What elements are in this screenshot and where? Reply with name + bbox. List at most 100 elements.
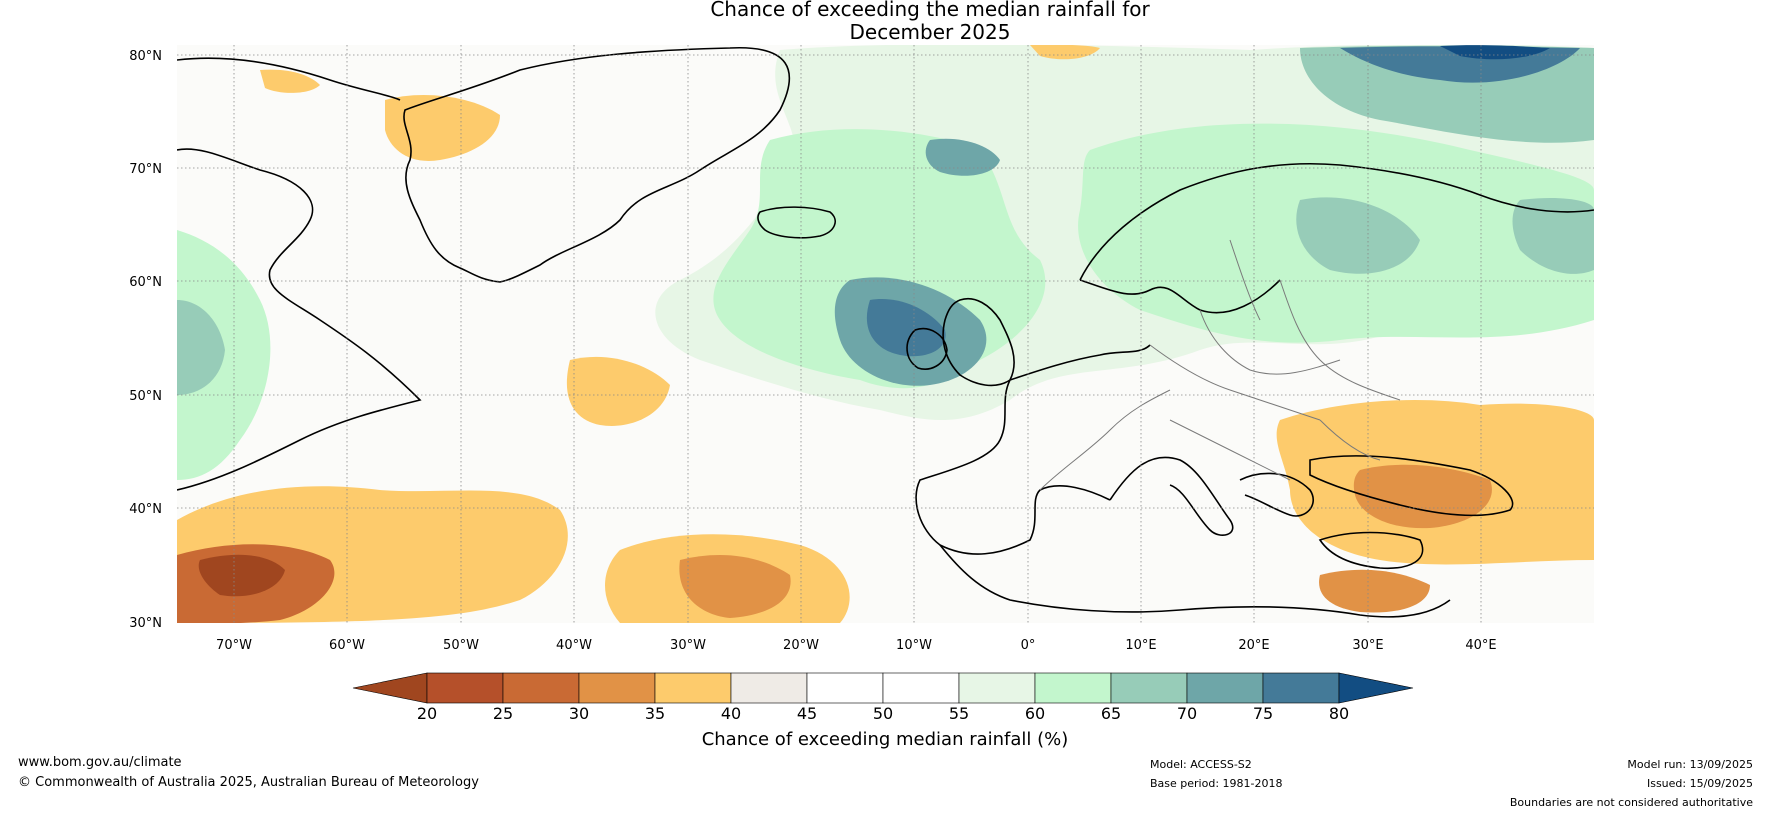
turkey-darker-zone [1353,464,1492,529]
finland-teal-zone [1296,197,1420,274]
greenland-coast [403,47,791,283]
lon-label-10e: 10°E [1125,638,1156,653]
colorbar-segment [1034,672,1112,704]
russia-teal-zone [1512,198,1594,274]
dry-regions [177,45,1594,623]
colorbar-tick-label: 65 [1101,704,1121,723]
issued-text: Issued: 15/09/2025 [1646,777,1753,790]
colorbar-tick-label: 45 [797,704,817,723]
lon-label-40w: 40°W [556,638,592,653]
colorbar-segment [1186,672,1264,704]
eastern-med-dry-zone [1319,569,1430,613]
italy-coast [1109,456,1234,536]
border-ukraine [1319,419,1381,461]
border-france-germany [1039,389,1171,491]
longitude-labels: 70°W 60°W 50°W 40°W 30°W 20°W 10°W 0° 10… [216,638,1497,653]
colorbar-segment [426,672,504,704]
lon-label-30e: 30°E [1352,638,1383,653]
arctic-dry-zone [1030,45,1100,60]
colorbar-segment [654,672,732,704]
lon-label-30w: 30°W [670,638,706,653]
model-run-text: Model run: 13/09/2025 [1627,758,1753,771]
lon-label-0: 0° [1021,638,1036,653]
colorbar-tick-label: 25 [493,704,513,723]
title-line-2: December 2025 [849,20,1011,44]
footer-run-info: Model run: 13/09/2025 Issued: 15/09/2025… [1510,755,1753,812]
lat-label-80n: 80°N [129,49,162,64]
coastlines [177,47,1594,618]
lon-label-70w: 70°W [216,638,252,653]
arctic-canada-coast [177,57,401,101]
colorbar-label: Chance of exceeding median rainfall (%) [702,729,1069,750]
border-scandinavia [1229,239,1261,321]
mid-atlantic-dry-zone [566,356,670,426]
black-sea-coast [1309,455,1514,517]
lon-label-10w: 10°W [896,638,932,653]
barents-dark-blue-zone [1440,45,1550,60]
colorbar: 20 25 30 35 40 45 50 55 60 65 70 75 80 [352,672,1414,723]
colorbar-tick-label: 50 [873,704,893,723]
colorbar-tick-label: 35 [645,704,665,723]
border-baltics [1199,309,1341,375]
colorbar-segment [730,672,808,704]
title-line-1: Chance of exceeding the median rainfall … [710,0,1150,21]
colorbar-tick-label: 80 [1329,704,1349,723]
colorbar-segment [502,672,580,704]
map-panel [177,45,1594,623]
scandinavia-coast [1079,162,1594,281]
colorbar-tick-label: 20 [417,704,437,723]
colorbar-extend-low [352,672,428,704]
colorbar-segment [1262,672,1340,704]
labrador-teal-zone [177,300,225,395]
turkey-south-coast [1318,531,1424,570]
baltic-coast [1079,279,1281,314]
lon-label-50w: 50°W [443,638,479,653]
greece-coast [1239,472,1314,517]
border-belarus [1279,279,1401,401]
wet-regions [177,45,1594,480]
lon-label-20e: 20°E [1238,638,1269,653]
border-balkans [1169,419,1291,481]
lat-label-50n: 50°N [129,389,162,404]
colorbar-tick-label: 30 [569,704,589,723]
north-africa-coast [939,544,1451,618]
model-text: Model: ACCESS-S2 [1150,758,1252,771]
country-borders [1039,239,1401,491]
footer-left: www.bom.gov.au/climate © Commonwealth of… [18,753,479,793]
latitude-labels: 80°N 70°N 60°N 50°N 40°N 30°N [129,49,162,631]
footer-model-info: Model: ACCESS-S2 Base period: 1981-2018 [1150,755,1282,793]
ellesmere-dry-zone [260,69,320,93]
lon-label-20w: 20°W [783,638,819,653]
iceland-coast [757,206,836,239]
subtropical-atlantic-darkest-zone [198,554,285,597]
ireland-coast [906,328,948,370]
colorbar-segment [806,672,884,704]
baffin-dry-zone [385,95,500,161]
colorbar-extend-high [1338,672,1414,704]
norwegian-sea-teal-zone [925,138,1000,176]
base-period-text: Base period: 1981-2018 [1150,777,1283,790]
website-link[interactable]: www.bom.gov.au/climate [18,755,182,770]
border-germany-poland [1149,344,1321,421]
colorbar-tick-label: 70 [1177,704,1197,723]
lat-label-70n: 70°N [129,162,162,177]
lat-label-30n: 30°N [129,616,162,631]
colorbar-tick-label: 55 [949,704,969,723]
disclaimer-text: Boundaries are not considered authoritat… [1509,796,1753,809]
colorbar-tick-label: 75 [1253,704,1273,723]
copyright-text: © Commonwealth of Australia 2025, Austra… [18,775,479,790]
lat-label-40n: 40°N [129,502,162,517]
colorbar-tick-label: 40 [721,704,741,723]
colorbar-tick-label: 60 [1025,704,1045,723]
graticule [177,45,1594,623]
colorbar-segment [882,672,960,704]
canary-darker-zone [679,555,791,618]
western-europe-coast [915,344,1151,555]
great-britain-coast [942,298,1015,387]
british-isles-blue-zone [866,299,946,357]
lon-label-60w: 60°W [329,638,365,653]
lon-label-40e: 40°E [1465,638,1496,653]
colorbar-segment [958,672,1036,704]
lat-label-60n: 60°N [129,275,162,290]
